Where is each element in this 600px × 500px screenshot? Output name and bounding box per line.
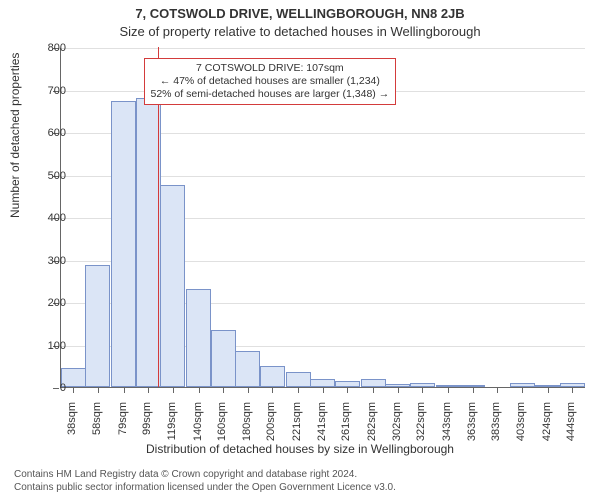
annotation-line: 7 COTSWOLD DRIVE: 107sqm xyxy=(151,62,390,75)
x-tick-label: 282sqm xyxy=(366,402,378,442)
x-tick-label: 79sqm xyxy=(117,402,129,442)
x-tick xyxy=(422,387,423,393)
x-tick-label: 261sqm xyxy=(340,402,352,442)
x-tick-label: 343sqm xyxy=(441,402,453,442)
x-tick-label: 58sqm xyxy=(91,402,103,442)
x-tick xyxy=(373,387,374,393)
y-tick-label: 500 xyxy=(48,170,66,182)
histogram-bar xyxy=(361,379,386,388)
annotation-line: ← 47% of detached houses are smaller (1,… xyxy=(151,75,390,88)
x-tick xyxy=(98,387,99,393)
x-tick-label: 302sqm xyxy=(391,402,403,442)
chart-title-line2: Size of property relative to detached ho… xyxy=(0,24,600,39)
x-tick-label: 383sqm xyxy=(490,402,502,442)
x-tick xyxy=(448,387,449,393)
footer-attribution: Contains HM Land Registry data © Crown c… xyxy=(14,469,396,494)
footer-line2: Contains public sector information licen… xyxy=(14,482,396,495)
x-tick-label: 424sqm xyxy=(541,402,553,442)
histogram-bar xyxy=(136,98,161,387)
x-tick-label: 180sqm xyxy=(241,402,253,442)
chart-title-line1: 7, COTSWOLD DRIVE, WELLINGBOROUGH, NN8 2… xyxy=(0,6,600,21)
x-tick xyxy=(272,387,273,393)
x-tick-label: 38sqm xyxy=(66,402,78,442)
grid-line xyxy=(61,48,585,49)
x-tick-label: 119sqm xyxy=(166,402,178,442)
x-tick-label: 403sqm xyxy=(515,402,527,442)
x-tick xyxy=(148,387,149,393)
x-axis-title: Distribution of detached houses by size … xyxy=(0,442,600,456)
footer-line1: Contains HM Land Registry data © Crown c… xyxy=(14,469,396,482)
histogram-bar xyxy=(235,351,260,387)
histogram-bar xyxy=(186,289,211,387)
x-tick xyxy=(124,387,125,393)
histogram-bar xyxy=(85,265,110,387)
x-tick-label: 322sqm xyxy=(415,402,427,442)
x-tick xyxy=(248,387,249,393)
x-tick xyxy=(73,387,74,393)
x-tick xyxy=(223,387,224,393)
annotation-box: 7 COTSWOLD DRIVE: 107sqm← 47% of detache… xyxy=(144,58,397,105)
x-tick xyxy=(323,387,324,393)
x-tick-label: 363sqm xyxy=(466,402,478,442)
x-tick xyxy=(572,387,573,393)
x-tick-label: 160sqm xyxy=(216,402,228,442)
x-tick-label: 140sqm xyxy=(192,402,204,442)
figure: 7, COTSWOLD DRIVE, WELLINGBOROUGH, NN8 2… xyxy=(0,0,600,500)
histogram-bar xyxy=(211,330,236,387)
x-tick-label: 221sqm xyxy=(291,402,303,442)
y-tick-label: 700 xyxy=(48,85,66,97)
y-tick-label: 300 xyxy=(48,255,66,267)
histogram-bar xyxy=(310,379,335,387)
x-tick-label: 444sqm xyxy=(565,402,577,442)
histogram-bar xyxy=(111,101,136,387)
x-tick xyxy=(522,387,523,393)
x-tick xyxy=(473,387,474,393)
x-tick xyxy=(398,387,399,393)
annotation-line: 52% of semi-detached houses are larger (… xyxy=(151,88,390,101)
y-tick-label: 0 xyxy=(60,382,66,394)
x-tick xyxy=(548,387,549,393)
x-tick-label: 99sqm xyxy=(141,402,153,442)
x-tick-label: 200sqm xyxy=(265,402,277,442)
x-tick xyxy=(497,387,498,393)
y-tick-label: 100 xyxy=(48,340,66,352)
histogram-bar xyxy=(160,185,185,387)
y-tick-label: 400 xyxy=(48,212,66,224)
x-tick xyxy=(298,387,299,393)
x-tick xyxy=(173,387,174,393)
x-tick xyxy=(199,387,200,393)
y-tick-label: 800 xyxy=(48,42,66,54)
x-tick-label: 241sqm xyxy=(316,402,328,442)
y-tick-label: 200 xyxy=(48,297,66,309)
histogram-bar xyxy=(260,366,285,387)
y-tick-label: 600 xyxy=(48,127,66,139)
x-tick xyxy=(347,387,348,393)
y-axis-title: Number of detached properties xyxy=(8,53,22,218)
histogram-bar xyxy=(286,372,311,387)
y-tick xyxy=(53,388,59,389)
